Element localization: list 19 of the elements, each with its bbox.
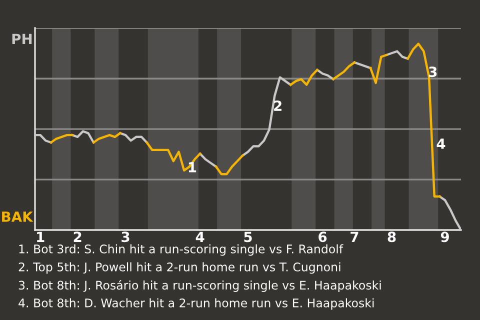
annotation: 2 bbox=[274, 100, 282, 111]
x-tick-label: 8 bbox=[388, 232, 396, 242]
x-tick-label: 4 bbox=[196, 232, 204, 242]
annotation: 1 bbox=[188, 162, 196, 172]
x-tick-label: 5 bbox=[244, 232, 252, 242]
x-tick-label: 1 bbox=[37, 232, 44, 242]
text: PH bbox=[12, 34, 32, 44]
text: 4. Bot 8th: D. Wacher hit a 2-run home run vs E. Haapakoski bbox=[18, 298, 374, 310]
x-tick-label: 2 bbox=[74, 232, 82, 242]
annotation: 4 bbox=[436, 138, 446, 149]
annotation: 3 bbox=[428, 66, 437, 78]
text: 3. Bot 8th: J. Rosário hit a run-scoring single vs E. Haapakoski bbox=[18, 280, 381, 292]
text: 1. Bot 3rd: S. Chin hit a run-scoring single vs F. Randolf bbox=[19, 244, 344, 256]
x-tick-label: 7 bbox=[350, 232, 358, 242]
text: 2. Top 5th: J. Powell hit a 2-run home run vs T. Cugnoni bbox=[18, 262, 340, 274]
text: BAK bbox=[2, 212, 34, 222]
x-tick-label: 3 bbox=[122, 232, 130, 242]
x-tick-label: 6 bbox=[318, 232, 327, 242]
x-tick-label: 9 bbox=[440, 232, 449, 242]
